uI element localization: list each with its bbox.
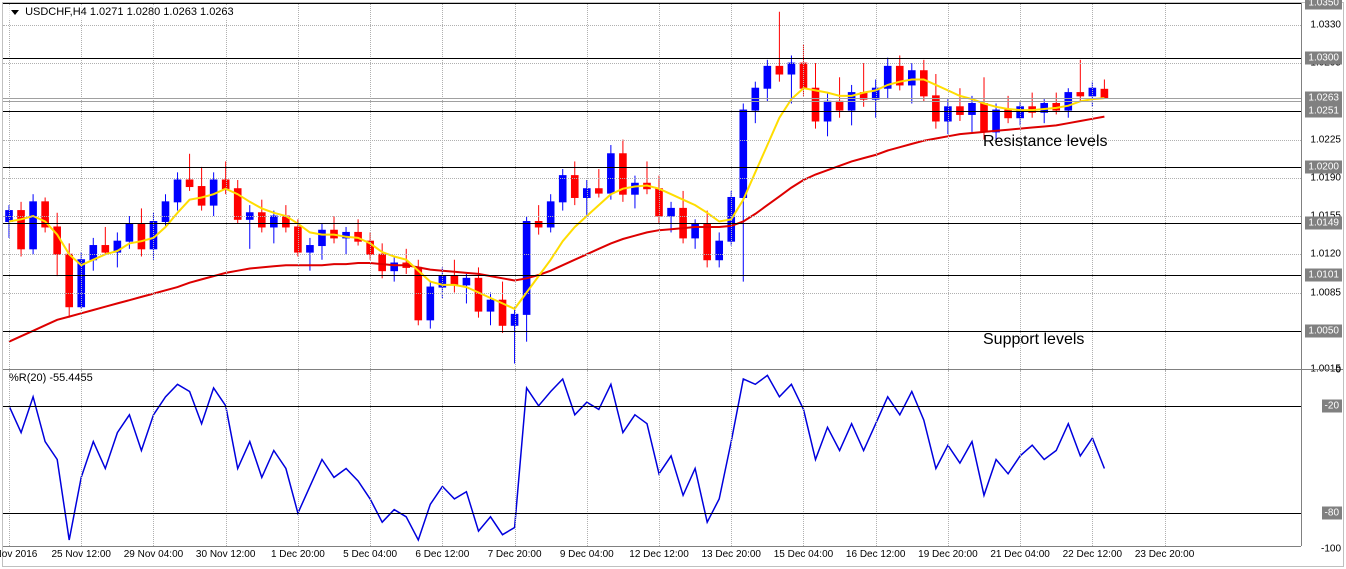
x-tick: 29 Nov 04:00 [124, 549, 184, 560]
x-tick: 12 Dec 12:00 [629, 549, 689, 560]
price-level-box: 1.0101 [1305, 269, 1342, 282]
price-tick: 1.0120 [1310, 249, 1341, 260]
price-tick: 1.0085 [1310, 287, 1341, 298]
price-tick: 1.0225 [1310, 134, 1341, 145]
price-y-axis: 1.03301.02951.02251.01901.01551.01201.00… [1301, 3, 1343, 369]
indicator-level-box: -80 [1322, 507, 1342, 520]
x-tick: 21 Dec 04:00 [990, 549, 1050, 560]
dropdown-icon[interactable] [11, 10, 19, 15]
price-level-box: 1.0050 [1305, 324, 1342, 337]
price-level-box: 1.0251 [1305, 105, 1342, 118]
x-tick: 1 Dec 20:00 [271, 549, 325, 560]
x-tick: 5 Dec 04:00 [343, 549, 397, 560]
x-tick: 24 Nov 2016 [0, 549, 37, 560]
indicator-level-box: -20 [1322, 399, 1342, 412]
price-level-box: 1.0263 [1305, 92, 1342, 105]
x-tick: 19 Dec 20:00 [918, 549, 978, 560]
annotation-text: Support levels [983, 331, 1084, 349]
x-tick: 22 Dec 12:00 [1063, 549, 1123, 560]
symbol-text: USDCHF,H4 [25, 6, 87, 18]
annotation-text: Resistance levels [983, 133, 1108, 151]
price-level-box: 1.0350 [1305, 0, 1342, 10]
ohlc-c: 1.0263 [200, 6, 234, 18]
x-tick: 9 Dec 04:00 [560, 549, 614, 560]
x-axis: 24 Nov 2016 25 Nov 12:00 29 Nov 04:00 30 No… [3, 546, 1301, 566]
x-tick: 23 Dec 20:00 [1135, 549, 1195, 560]
x-tick: 16 Dec 12:00 [846, 549, 906, 560]
price-tick: 1.0330 [1310, 19, 1341, 30]
indicator-tick: 0 [1335, 365, 1341, 376]
indicator-chart-svg [3, 370, 1303, 549]
x-tick: 25 Nov 12:00 [51, 549, 111, 560]
price-level-box: 1.0149 [1305, 216, 1342, 229]
indicator-label: %R(20) -55.4455 [9, 372, 93, 384]
price-tick: 1.0190 [1310, 172, 1341, 183]
x-tick: 13 Dec 20:00 [701, 549, 761, 560]
x-tick: 6 Dec 12:00 [415, 549, 469, 560]
indicator-panel[interactable]: %R(20) -55.4455 [3, 369, 1301, 546]
x-tick: 7 Dec 20:00 [488, 549, 542, 560]
price-panel[interactable]: Resistance levels Support levels [3, 3, 1301, 369]
ohlc-h: 1.0280 [127, 6, 161, 18]
symbol-label[interactable]: USDCHF,H4 1.0271 1.0280 1.0263 1.0263 [9, 5, 236, 19]
price-level-box: 1.0300 [1305, 51, 1342, 64]
x-tick: 30 Nov 12:00 [196, 549, 256, 560]
indicator-y-axis: 0-100-20-80 [1301, 369, 1343, 546]
ohlc-l: 1.0263 [163, 6, 197, 18]
x-tick: 15 Dec 04:00 [774, 549, 834, 560]
indicator-tick: -100 [1321, 544, 1341, 555]
chart-container: USDCHF,H4 1.0271 1.0280 1.0263 1.0263 Re… [2, 2, 1344, 567]
price-level-box: 1.0200 [1305, 160, 1342, 173]
ohlc-o: 1.0271 [90, 6, 124, 18]
